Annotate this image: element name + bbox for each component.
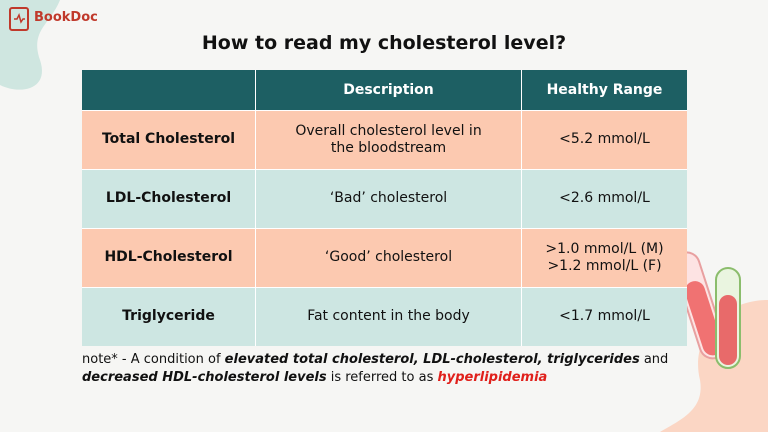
description: ‘Bad’ cholesterol xyxy=(329,190,448,207)
row-name: Total Cholesterol xyxy=(82,110,256,170)
table-row: Triglyceride Fat content in the body <1.7 … xyxy=(82,287,687,346)
test-tube xyxy=(715,267,741,369)
note-text: hyperlipidemia xyxy=(437,369,548,385)
note-text: elevated total cholesterol, LDL-choleste… xyxy=(224,352,640,367)
healthy-range: <2.6 mmol/L xyxy=(559,190,650,207)
note-text: note* - A condition of xyxy=(82,352,225,367)
range-cell: >1.0 mmol/L (M) >1.2 mmol/L (F) xyxy=(521,228,687,288)
healthy-range: <5.2 mmol/L xyxy=(559,131,650,148)
range-cell: <5.2 mmol/L xyxy=(521,110,687,170)
note-text: is referred to as xyxy=(326,369,438,385)
header-cell: Description xyxy=(255,70,522,111)
blob xyxy=(0,0,60,90)
range-cell: <2.6 mmol/L xyxy=(521,169,687,229)
logo-text: BookDoc xyxy=(34,10,98,25)
logo-icon xyxy=(9,7,29,31)
table-row: LDL-Cholesterol ‘Bad’ cholesterol <2.6 mmo… xyxy=(82,169,687,229)
row-name: LDL-Cholesterol xyxy=(82,169,256,229)
title: How to read my cholesterol level? xyxy=(201,32,567,54)
description: ‘Good’ cholesterol xyxy=(324,249,453,266)
healthy-range: >1.0 mmol/L (M) xyxy=(545,240,664,257)
healthy-range: <1.7 mmol/L xyxy=(559,308,650,325)
description: Overall cholesterol level in the bloodst… xyxy=(295,122,482,157)
row-name: HDL-Cholesterol xyxy=(82,228,256,288)
description-cell: Fat content in the body xyxy=(255,287,522,346)
header-cell: Healthy Range xyxy=(521,70,687,111)
note-text: decreased HDL-cholesterol levels xyxy=(82,369,327,385)
range-cell: <1.7 mmol/L xyxy=(521,287,687,346)
description-cell: ‘Bad’ cholesterol xyxy=(255,169,522,229)
description: Fat content in the body xyxy=(307,308,470,325)
description-cell: ‘Good’ cholesterol xyxy=(255,228,522,288)
description-cell: Overall cholesterol level in the bloodst… xyxy=(255,110,522,170)
note-text: and xyxy=(639,352,669,367)
row-name: Triglyceride xyxy=(82,287,256,346)
table: Description Healthy Range Total Cholester… xyxy=(82,70,687,346)
note: note* - A condition of elevated total ch… xyxy=(82,351,682,386)
healthy-range: >1.2 mmol/L (F) xyxy=(547,258,662,274)
header-cell xyxy=(82,70,256,111)
table-row: HDL-Cholesterol ‘Good’ cholesterol >1.0 mm… xyxy=(82,228,687,288)
table-row: Total Cholesterol Overall cholesterol lev… xyxy=(82,110,687,170)
